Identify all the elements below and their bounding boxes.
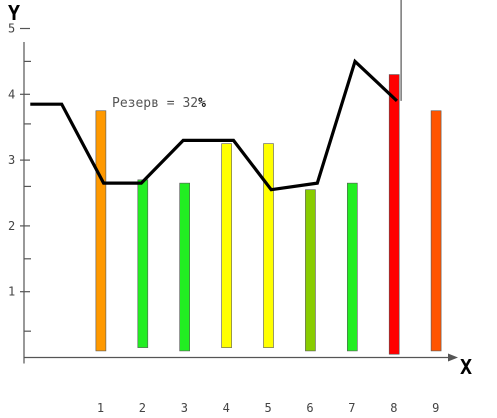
x-tick-label: 5 xyxy=(265,401,272,415)
x-tick-label: 1 xyxy=(97,401,104,415)
x-tick-label: 6 xyxy=(306,401,313,415)
bar xyxy=(388,74,400,355)
y-tick-label: 5 xyxy=(8,22,15,36)
axes xyxy=(23,42,458,364)
bar xyxy=(430,110,442,352)
bar xyxy=(263,143,274,348)
x-axis-label: X xyxy=(460,355,472,379)
chart-frame xyxy=(400,0,402,101)
bar xyxy=(305,189,316,352)
envelope-line xyxy=(30,58,399,192)
x-tick-label: 7 xyxy=(348,401,355,415)
x-axis-arrow xyxy=(448,353,458,362)
y-tick-label: 3 xyxy=(8,153,15,167)
bar xyxy=(137,179,149,348)
y-tick-label: 2 xyxy=(8,219,15,233)
y-tick-label: 4 xyxy=(8,87,15,101)
reserve-annotation-percent: % xyxy=(198,96,206,111)
y-axis-label: Y xyxy=(8,1,20,25)
bar xyxy=(95,110,107,352)
bars xyxy=(95,74,442,355)
bar xyxy=(346,182,358,352)
reserve-annotation-text: Резерв = 32 xyxy=(112,96,198,111)
x-tick-label: 8 xyxy=(390,401,397,415)
x-tick-label: 9 xyxy=(432,401,439,415)
y-tick-label: 1 xyxy=(8,285,15,299)
x-tick-label: 2 xyxy=(139,401,146,415)
x-tick-label: 4 xyxy=(223,401,230,415)
reserve-annotation: Резерв = 32% xyxy=(112,96,206,111)
bar xyxy=(221,143,232,348)
frame-line xyxy=(400,0,402,101)
x-tick-label: 3 xyxy=(181,401,188,415)
bar xyxy=(179,182,190,352)
x-ticks: 1 2 3 4 5 6 7 8 9 xyxy=(97,401,439,415)
